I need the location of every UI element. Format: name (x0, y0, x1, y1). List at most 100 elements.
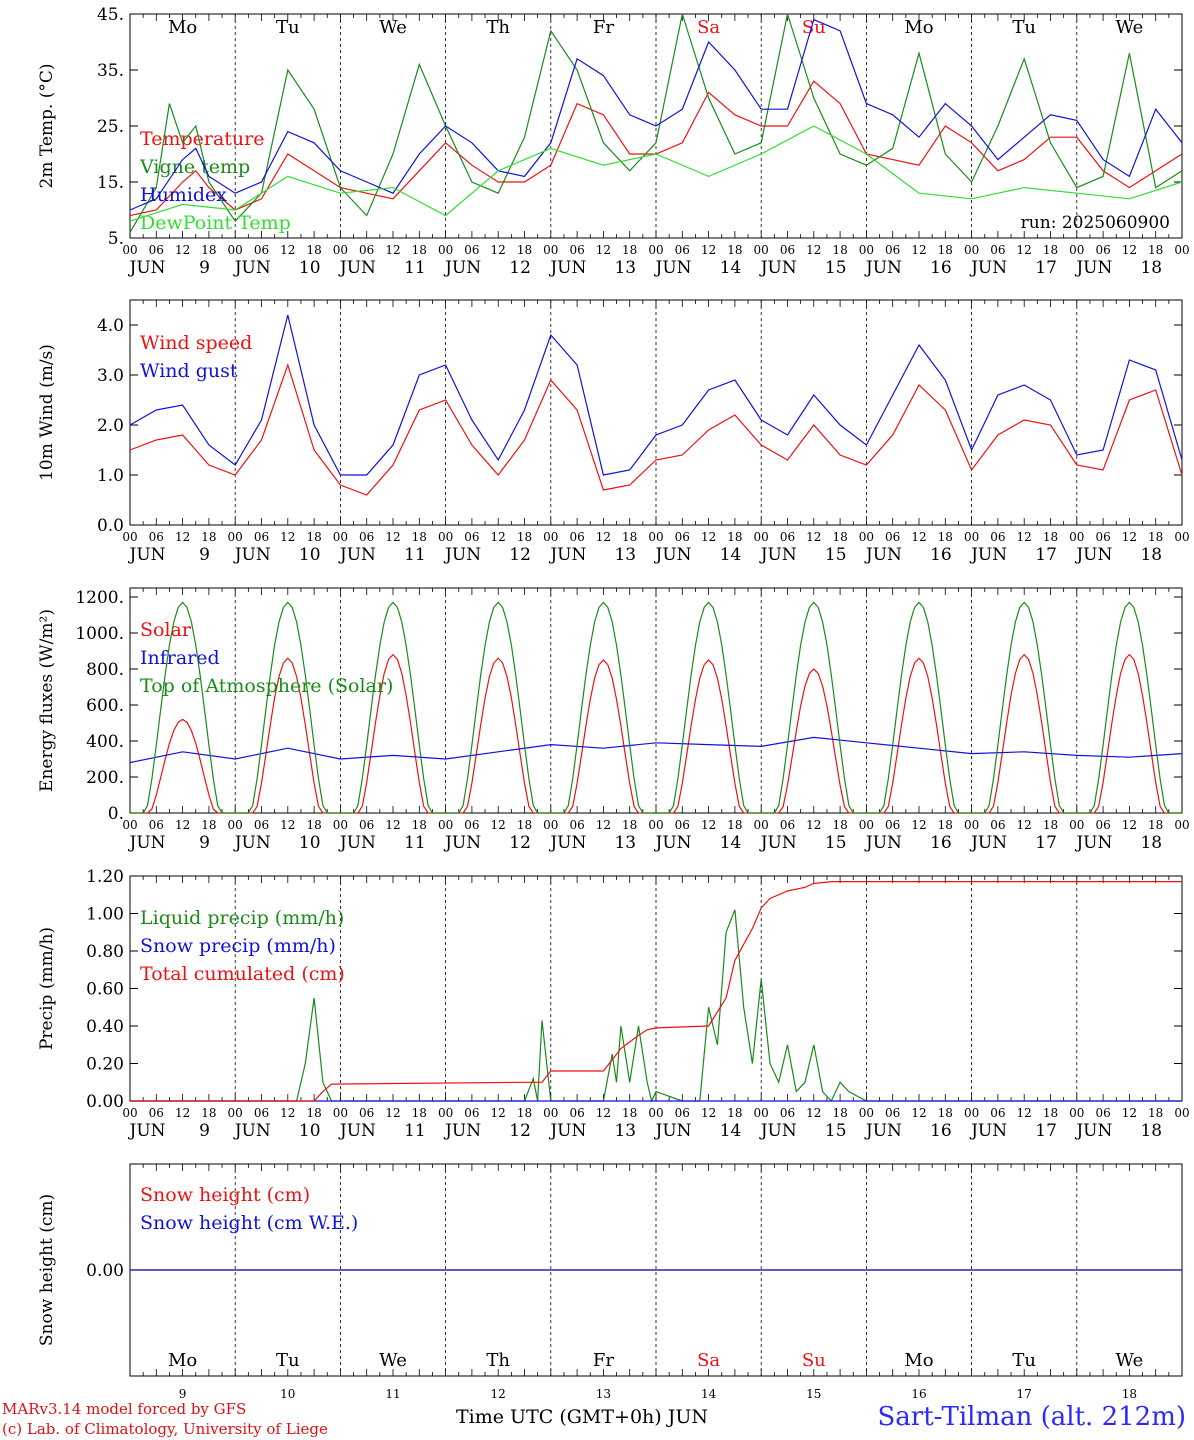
date-label: 17 (1035, 1121, 1057, 1141)
hour-tick-label: 18 (306, 818, 321, 832)
day-of-week-label: Mo (904, 17, 933, 38)
hour-tick-label: 18 (1148, 243, 1163, 257)
hour-tick-label: 06 (149, 243, 164, 257)
legend-entry: DewPoint Temp (140, 212, 291, 234)
station-label: Sart-Tilman (alt. 212m) (877, 1402, 1186, 1432)
hour-tick-label: 12 (280, 1106, 295, 1120)
hour-tick-label: 00 (228, 1106, 243, 1120)
date-label: 10 (299, 258, 321, 278)
month-label: JUN (443, 1121, 481, 1141)
hour-tick-label: 12 (701, 530, 716, 544)
hour-tick-label: 00 (754, 243, 769, 257)
hour-tick-label: 00 (754, 1106, 769, 1120)
hour-tick-label: 18 (938, 530, 953, 544)
month-label: JUN (548, 1121, 586, 1141)
hour-tick-label: 00 (1174, 530, 1189, 544)
hour-tick-label: 12 (491, 818, 506, 832)
hour-tick-label: 18 (622, 530, 637, 544)
hour-tick-label: 06 (780, 530, 795, 544)
hour-tick-label: 18 (622, 243, 637, 257)
hour-tick-label: 18 (1043, 243, 1058, 257)
legend-entry: Wind gust (140, 360, 238, 382)
hour-tick-label: 06 (990, 1106, 1005, 1120)
hour-tick-label: 18 (1148, 818, 1163, 832)
hour-tick-label: 18 (517, 1106, 532, 1120)
hour-tick-label: 12 (1017, 1106, 1032, 1120)
month-label: JUN (233, 833, 271, 853)
hour-tick-label: 00 (1069, 530, 1084, 544)
hour-tick-label: 00 (754, 530, 769, 544)
hour-tick-label: 06 (675, 530, 690, 544)
hour-tick-label: 00 (964, 818, 979, 832)
legend-entry: Solar (140, 619, 192, 641)
hour-tick-label: 06 (149, 530, 164, 544)
hour-tick-label: 12 (596, 530, 611, 544)
day-of-week-label: We (379, 1350, 407, 1371)
hour-tick-label: 00 (228, 243, 243, 257)
hour-tick-label: 18 (517, 818, 532, 832)
hour-tick-label: 18 (622, 818, 637, 832)
hour-tick-label: 18 (832, 243, 847, 257)
hour-tick-label: 18 (832, 818, 847, 832)
hour-tick-label: 18 (1148, 1106, 1163, 1120)
hour-tick-label: 00 (1069, 1106, 1084, 1120)
date-label: 15 (825, 1121, 847, 1141)
hour-tick-label: 00 (964, 243, 979, 257)
date-label: 13 (614, 258, 636, 278)
hour-tick-label: 00 (648, 530, 663, 544)
month-label: JUN (1074, 1121, 1112, 1141)
hour-tick-label: 18 (1043, 530, 1058, 544)
month-label: JUN (443, 258, 481, 278)
date-label: 9 (199, 1121, 210, 1141)
date-label: 11 (404, 258, 426, 278)
date-label: 14 (720, 833, 742, 853)
hour-tick-label: 06 (464, 243, 479, 257)
y-axis-label: Precip (mm/h) (37, 927, 57, 1050)
time-axis-label: Time UTC (GMT+0h) JUN (456, 1406, 708, 1428)
date-label: 18 (1140, 545, 1162, 565)
date-label: 17 (1035, 258, 1057, 278)
month-label: JUN (654, 545, 692, 565)
day-of-week-label: Th (486, 17, 510, 38)
hour-tick-label: 18 (727, 1106, 742, 1120)
day-of-week-label: Th (486, 1350, 510, 1371)
series-line-humidex (129, 18, 1183, 211)
month-label: JUN (128, 1121, 166, 1141)
hour-tick-label: 12 (280, 818, 295, 832)
hour-tick-label: 00 (333, 818, 348, 832)
legend-entry: Liquid precip (mm/h) (140, 907, 344, 929)
y-tick-label: 400. (86, 732, 124, 752)
y-tick-label: 0. (108, 804, 124, 824)
date-label: 14 (720, 545, 742, 565)
date-label: 11 (385, 1387, 400, 1401)
date-label: 16 (930, 545, 952, 565)
month-label: JUN (969, 1121, 1007, 1141)
legend-entry: Snow height (cm W.E.) (140, 1212, 358, 1234)
hour-tick-label: 12 (1122, 818, 1137, 832)
day-of-week-label: Mo (168, 1350, 197, 1371)
hour-tick-label: 12 (701, 818, 716, 832)
y-tick-label: 15. (97, 173, 124, 193)
day-of-week-label: Tu (276, 17, 300, 38)
hour-tick-label: 06 (1095, 243, 1110, 257)
hour-tick-label: 12 (1017, 530, 1032, 544)
y-tick-label: 2.0 (97, 416, 124, 436)
model-credit: MARv3.14 model forced by GFS (2, 1400, 247, 1418)
hour-tick-label: 06 (464, 530, 479, 544)
month-label: JUN (1074, 258, 1112, 278)
legend-entry: Snow height (cm) (140, 1184, 310, 1206)
day-of-week-label: Sa (697, 17, 720, 38)
hour-tick-label: 12 (175, 818, 190, 832)
hour-tick-label: 00 (122, 243, 137, 257)
date-label: 12 (509, 1121, 531, 1141)
date-label: 12 (509, 545, 531, 565)
hour-tick-label: 06 (569, 243, 584, 257)
y-tick-label: 800. (86, 660, 124, 680)
hour-tick-label: 18 (938, 243, 953, 257)
hour-tick-label: 12 (491, 530, 506, 544)
date-label: 15 (825, 258, 847, 278)
hour-tick-label: 06 (359, 530, 374, 544)
